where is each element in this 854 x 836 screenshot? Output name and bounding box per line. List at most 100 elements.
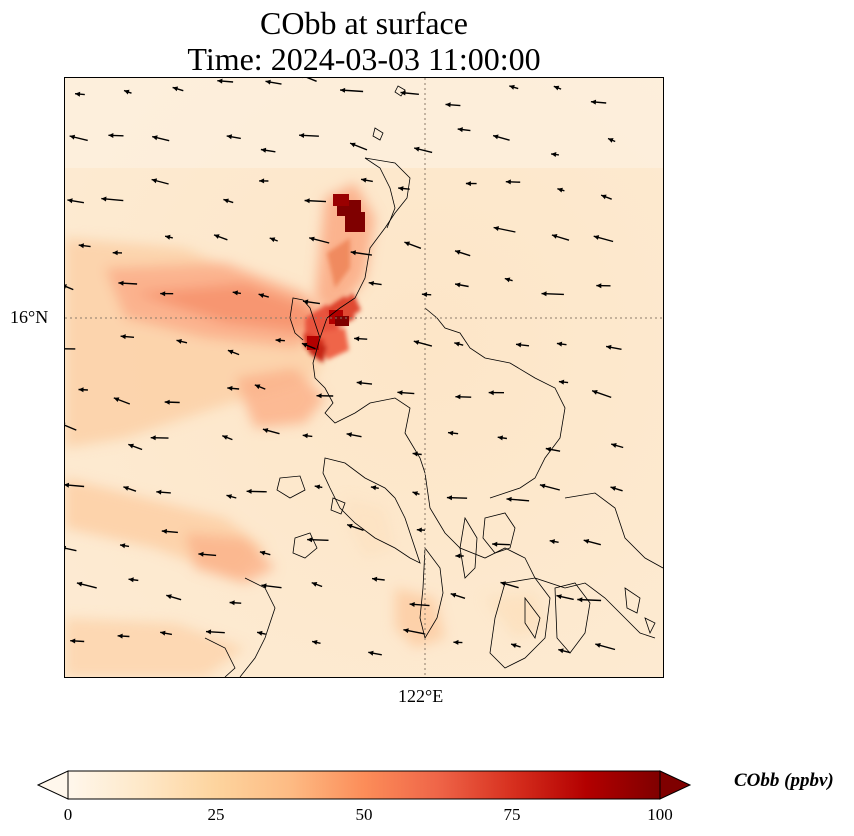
wind-arrow-head (227, 385, 233, 391)
wind-arrow-head (229, 600, 235, 606)
wind-arrow-head (446, 495, 452, 501)
wind-arrow-head (166, 594, 172, 600)
colorbar-extend-low (36, 770, 69, 800)
wind-arrow-head (232, 290, 238, 296)
wind-arrow-head (368, 281, 374, 286)
wind-arrow-head (299, 133, 305, 138)
wind-arrow-head (455, 282, 461, 288)
wind-arrow-head (509, 84, 515, 90)
wind-arrow-head (124, 89, 130, 95)
wind-arrow-head (156, 489, 162, 495)
wind-arrow-head (302, 433, 308, 439)
wind-arrow-head (120, 334, 126, 340)
wind-arrow-head (412, 451, 418, 457)
colorbar (36, 770, 692, 800)
wind-arrow-head (128, 577, 134, 583)
wind-arrow-head (275, 337, 281, 343)
wind-arrow-head (128, 443, 134, 449)
wind-arrow-head (152, 135, 158, 141)
wind-arrow-head (595, 643, 601, 648)
wind-arrow-head (314, 484, 321, 490)
wind-arrow-head (259, 550, 266, 556)
wind-arrow-head (176, 339, 182, 344)
wind-arrow-head (246, 488, 252, 494)
wind-arrow-head (304, 198, 310, 204)
wind-arrow-head (448, 430, 454, 436)
colorbar-tick-0: 0 (63, 805, 73, 824)
colorbar-label: CObb (ppbv) (734, 770, 834, 791)
lon-tick-label: 122°E (398, 686, 444, 706)
wind-arrow-head (361, 177, 367, 183)
wind-arrow-head (258, 293, 265, 298)
wind-arrow-head (160, 630, 166, 636)
wind-arrow-head (206, 629, 212, 635)
wind-arrow-head (398, 186, 404, 192)
wind-arrow-head (590, 99, 597, 105)
wind-arrow-head (356, 380, 362, 386)
wind-arrow-head (403, 628, 409, 634)
wind-arrow-head (457, 127, 463, 133)
wind-arrow-head (309, 236, 315, 242)
map-panel (64, 77, 664, 678)
wind-arrow-head (551, 234, 558, 239)
wind-arrow-head (455, 394, 461, 400)
wind-arrow-head (117, 633, 123, 639)
wind-arrow-head (445, 102, 451, 108)
wind-arrow-head (549, 539, 555, 545)
wind-arrow-head (65, 422, 66, 424)
wind-arrow-head (226, 494, 232, 499)
wind-arrow-head (101, 196, 107, 202)
wind-arrow-head (611, 443, 617, 448)
wind-arrow-head (516, 342, 522, 348)
wind-arrow-head (151, 178, 158, 184)
wind-arrow-head (316, 393, 322, 399)
wind-arrow-head (465, 181, 471, 187)
wind-arrow-head (558, 648, 564, 654)
wind-arrow-head (311, 582, 318, 587)
wind-arrow-head (453, 639, 459, 645)
wind-arrow-shaft (65, 547, 77, 552)
wind-arrow-head (164, 399, 170, 405)
wind-arrow-head (261, 583, 267, 589)
wind-arrow-head (65, 284, 67, 289)
wind-arrow-head (150, 435, 156, 441)
wind-arrow-head (269, 237, 276, 243)
lat-tick-label: 16°N (10, 307, 49, 327)
wind-arrow-head (340, 87, 346, 93)
wind-arrow-head (165, 234, 171, 240)
wind-arrow-head (558, 379, 565, 385)
wind-arrow-head (497, 435, 503, 441)
map-canvas (65, 78, 663, 677)
wind-arrow-head (312, 640, 318, 645)
wind-arrow-head (500, 581, 506, 587)
wind-arrow-head (577, 597, 583, 603)
wind-arrow-head (409, 602, 415, 607)
colorbar-tick-100: 100 (647, 805, 673, 824)
wind-arrow-head (67, 198, 73, 204)
wind-arrow-shaft (65, 424, 77, 431)
wind-arrow-head (368, 650, 374, 656)
wind-arrow-head (488, 390, 494, 396)
wind-arrow-head (593, 235, 600, 240)
coastlines (204, 85, 663, 677)
wind-arrow-head (553, 85, 560, 91)
wind-arrow-head (347, 523, 353, 529)
wind-arrow-head (556, 594, 562, 600)
wind-arrow-head (217, 78, 223, 84)
wind-arrow-head (545, 447, 552, 452)
colorbar-ramp (67, 770, 661, 800)
wind-arrow-head (606, 344, 612, 350)
colorbar-tick-25: 25 (207, 805, 225, 824)
wind-arrow-head (556, 341, 563, 347)
wind-arrow-head (254, 384, 261, 390)
wind-arrow-head (455, 553, 461, 559)
wind-arrow-head (346, 432, 352, 438)
wind-arrow-head (265, 79, 271, 85)
wind-arrow-head (504, 277, 511, 283)
wind-arrow-head (404, 241, 410, 247)
wind-arrow-head (112, 250, 118, 256)
wind-arrow-head (583, 539, 590, 544)
colorbar-extend-high (659, 770, 692, 800)
wind-arrow-head (307, 537, 313, 543)
map-title-line1: CObb at surface (260, 5, 468, 41)
